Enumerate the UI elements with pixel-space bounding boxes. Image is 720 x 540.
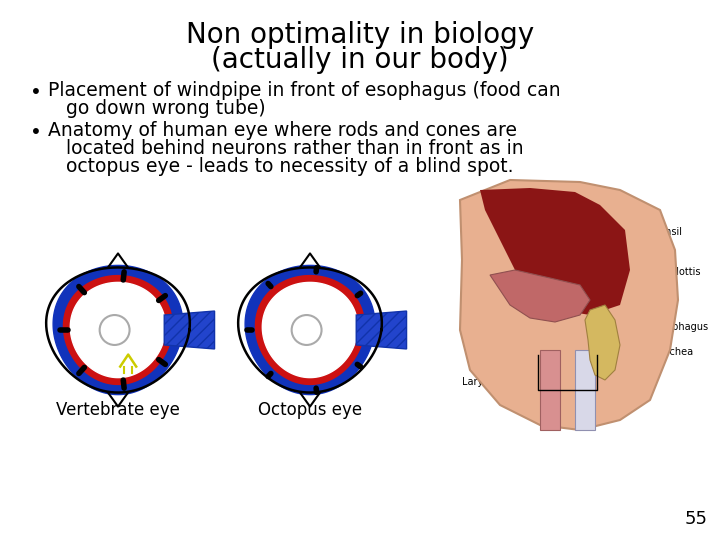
Polygon shape [356, 311, 407, 349]
Polygon shape [490, 270, 590, 322]
Text: Anatomy of human eye where rods and cones are: Anatomy of human eye where rods and cone… [48, 120, 517, 139]
Text: 55: 55 [685, 510, 708, 528]
Polygon shape [71, 282, 166, 377]
Text: Tonsil: Tonsil [631, 227, 682, 254]
Polygon shape [540, 350, 560, 430]
Polygon shape [53, 265, 183, 395]
Text: Non optimality in biology: Non optimality in biology [186, 21, 534, 49]
Polygon shape [256, 275, 364, 384]
Polygon shape [575, 350, 595, 430]
Text: Octopus eye: Octopus eye [258, 401, 362, 419]
Text: Trachea: Trachea [598, 347, 693, 394]
Text: Vertebrate eye: Vertebrate eye [56, 401, 180, 419]
Polygon shape [238, 267, 382, 393]
Polygon shape [460, 180, 678, 430]
Polygon shape [480, 188, 630, 315]
Polygon shape [46, 267, 190, 393]
Text: go down wrong tube): go down wrong tube) [66, 98, 266, 118]
Polygon shape [245, 265, 375, 395]
Text: Tongue: Tongue [462, 302, 513, 347]
Text: Placement of windpipe in front of esophagus (food can: Placement of windpipe in front of esopha… [48, 80, 561, 99]
Text: Epiglottis: Epiglottis [620, 267, 701, 323]
Polygon shape [164, 311, 215, 349]
Text: Larynx: Larynx [462, 361, 562, 387]
Circle shape [99, 315, 130, 345]
Text: •: • [30, 83, 42, 102]
Polygon shape [63, 275, 173, 384]
Text: Esophagus: Esophagus [562, 322, 708, 384]
Polygon shape [585, 305, 620, 380]
Circle shape [292, 315, 322, 345]
Text: octopus eye - leads to necessity of a blind spot.: octopus eye - leads to necessity of a bl… [66, 157, 513, 176]
Polygon shape [262, 282, 358, 377]
Text: •: • [30, 123, 42, 141]
Text: located behind neurons rather than in front as in: located behind neurons rather than in fr… [66, 138, 523, 158]
Text: (actually in our body): (actually in our body) [211, 46, 509, 74]
